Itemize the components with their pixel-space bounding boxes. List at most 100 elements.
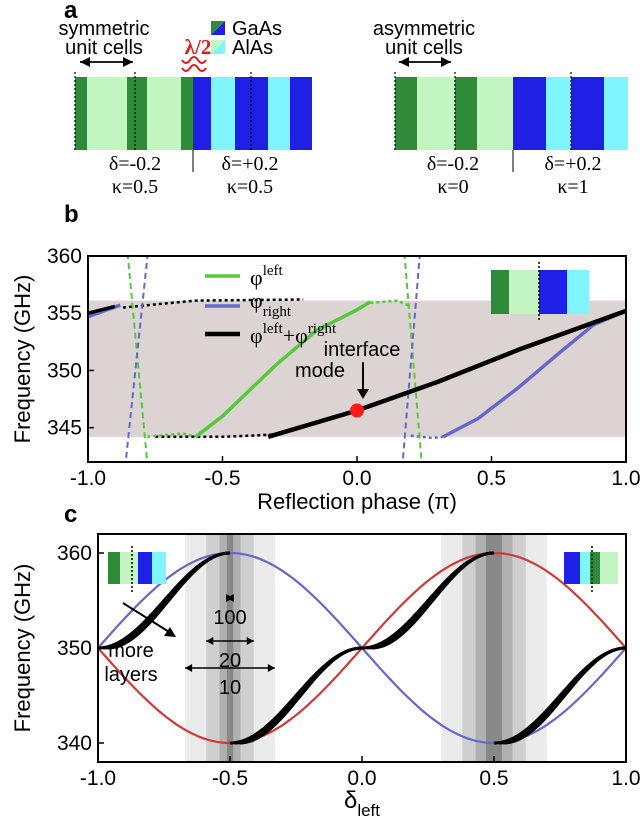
panel-c-ticks: -1.0 -0.5 0.0 0.5 1.0 340 350 360 xyxy=(57,542,641,790)
layer xyxy=(546,77,571,150)
asym-param-kappa-right: κ=1 xyxy=(557,176,588,198)
panel-a: a symmetric unit cells λ/2 δ=-0. xyxy=(58,0,628,198)
layer xyxy=(417,77,455,150)
material-legend: GaAs AlAs xyxy=(211,18,282,59)
band-edge-dotted xyxy=(122,298,304,309)
width-marker-label: 20 xyxy=(219,650,241,672)
x-tick-label: 0.0 xyxy=(347,767,376,790)
layer xyxy=(513,77,546,150)
legend-phi-right: φright xyxy=(250,288,292,320)
panel-b-inset xyxy=(491,262,589,322)
interface-mode-point xyxy=(350,403,364,418)
panel-b-ticks: -1.0 -0.5 0.0 0.5 1.0 345 350 355 360 xyxy=(47,245,641,490)
panel-c-gray-bands xyxy=(185,534,547,762)
sym-param-kappa-left: κ=0.5 xyxy=(112,176,158,198)
layer xyxy=(455,77,477,150)
panel-b-letter: b xyxy=(64,201,79,228)
more-layers-1: more xyxy=(108,640,154,662)
panel-b-ylabel: Frequency (GHz) xyxy=(10,275,35,444)
x-tick-label: -1.0 xyxy=(70,467,106,490)
asymmetric-title-2: unit cells xyxy=(385,37,463,59)
band-edge-dotted xyxy=(155,433,277,439)
band-edge-dotted xyxy=(370,299,412,308)
symmetric-title-1: symmetric xyxy=(58,18,149,40)
symmetric-stack: symmetric unit cells λ/2 δ=-0.2 κ=0.5 δ=… xyxy=(58,18,312,198)
layer xyxy=(395,77,417,150)
layer xyxy=(75,77,87,150)
sym-param-delta-left: δ=-0.2 xyxy=(109,153,161,175)
panel-c: c -1.0 -0.5 0.0 0.5 1.0 340 350 360 δleft Frequ… xyxy=(10,501,641,820)
legend-phi-left: φleft xyxy=(250,263,284,290)
y-tick-label: 350 xyxy=(47,359,82,382)
panel-b-legend: φleft φright φleft+φright xyxy=(205,263,337,348)
width-marker-label: 100 xyxy=(213,607,246,629)
y-tick-label: 340 xyxy=(57,732,92,755)
layer xyxy=(193,77,211,150)
y-tick-label: 355 xyxy=(47,302,82,325)
y-tick-label: 345 xyxy=(47,417,82,440)
sym-param-kappa-right: κ=0.5 xyxy=(227,176,273,198)
x-tick-label: -1.0 xyxy=(80,767,116,790)
panel-c-inset-left xyxy=(108,546,166,592)
legend-gaas: GaAs xyxy=(232,18,282,40)
asymmetric-title-1: asymmetric xyxy=(373,18,475,40)
panel-c-ylabel: Frequency (GHz) xyxy=(10,564,35,733)
interface-branch xyxy=(239,646,363,745)
phase-divergence-line xyxy=(401,256,421,462)
layer xyxy=(147,77,181,150)
layer xyxy=(290,77,312,150)
panel-b: b -1.0 -0.5 0.0 0.5 1.0 345 350 355 360 Reflecti… xyxy=(10,201,641,514)
interface-label-2: mode xyxy=(295,360,345,382)
layer xyxy=(211,77,235,150)
legend-phi-sum: φleft+φright xyxy=(250,321,337,348)
panel-c-xlabel: δleft xyxy=(344,787,380,820)
asym-param-kappa-left: κ=0 xyxy=(437,176,468,198)
interface-branch xyxy=(503,646,626,745)
x-tick-label: 0.5 xyxy=(477,467,506,490)
y-tick-label: 360 xyxy=(57,542,92,565)
series-2 xyxy=(267,308,626,439)
asymmetric-stack: asymmetric unit cells δ=-0.2 κ=0 δ=+0.2 … xyxy=(373,18,628,198)
panel-c-letter: c xyxy=(64,501,77,528)
panel-c-inset-right xyxy=(564,546,618,592)
x-tick-label: -0.5 xyxy=(204,467,240,490)
layer xyxy=(127,77,147,150)
band-edge-dotted xyxy=(147,432,196,439)
x-tick-label: 0.5 xyxy=(479,767,508,790)
panel-b-xlabel: Reflection phase (π) xyxy=(257,489,457,514)
layer xyxy=(181,77,193,150)
series-0 xyxy=(194,300,372,439)
phase-divergence-line xyxy=(124,256,149,462)
gray-band xyxy=(226,534,234,762)
asym-param-delta-left: δ=-0.2 xyxy=(427,153,479,175)
symmetric-title-2: unit cells xyxy=(65,37,143,59)
half-wave-label: λ/2 xyxy=(185,35,212,59)
x-tick-label: 1.0 xyxy=(611,467,640,490)
interface-mode-label: mode xyxy=(295,360,345,382)
layer xyxy=(604,77,628,150)
band-edge-dotted xyxy=(410,434,444,440)
x-tick-label: 0.0 xyxy=(342,467,371,490)
y-tick-label: 350 xyxy=(57,637,92,660)
more-layers-2: layers xyxy=(104,664,157,686)
series-phi-sum-branch xyxy=(88,304,116,315)
interface-branch xyxy=(107,551,231,650)
y-tick-label: 360 xyxy=(47,245,82,268)
panel-a-letter: a xyxy=(64,0,78,24)
x-tick-label: 1.0 xyxy=(611,767,640,790)
panel-c-plot xyxy=(98,551,626,745)
layer xyxy=(268,77,290,150)
asym-param-delta-right: δ=+0.2 xyxy=(545,153,602,175)
gray-band xyxy=(486,534,502,762)
phase-divergence-line xyxy=(126,256,149,462)
interface-label-1: interface xyxy=(324,339,401,361)
panel-c-width-markers: 100 20 10 xyxy=(185,594,275,699)
layer xyxy=(87,77,127,150)
layer xyxy=(477,77,513,150)
layer xyxy=(571,77,604,150)
legend-alas: AlAs xyxy=(232,37,273,59)
interface-branch xyxy=(371,551,495,650)
x-tick-label: -0.5 xyxy=(212,767,248,790)
width-marker-label: 10 xyxy=(219,677,241,699)
